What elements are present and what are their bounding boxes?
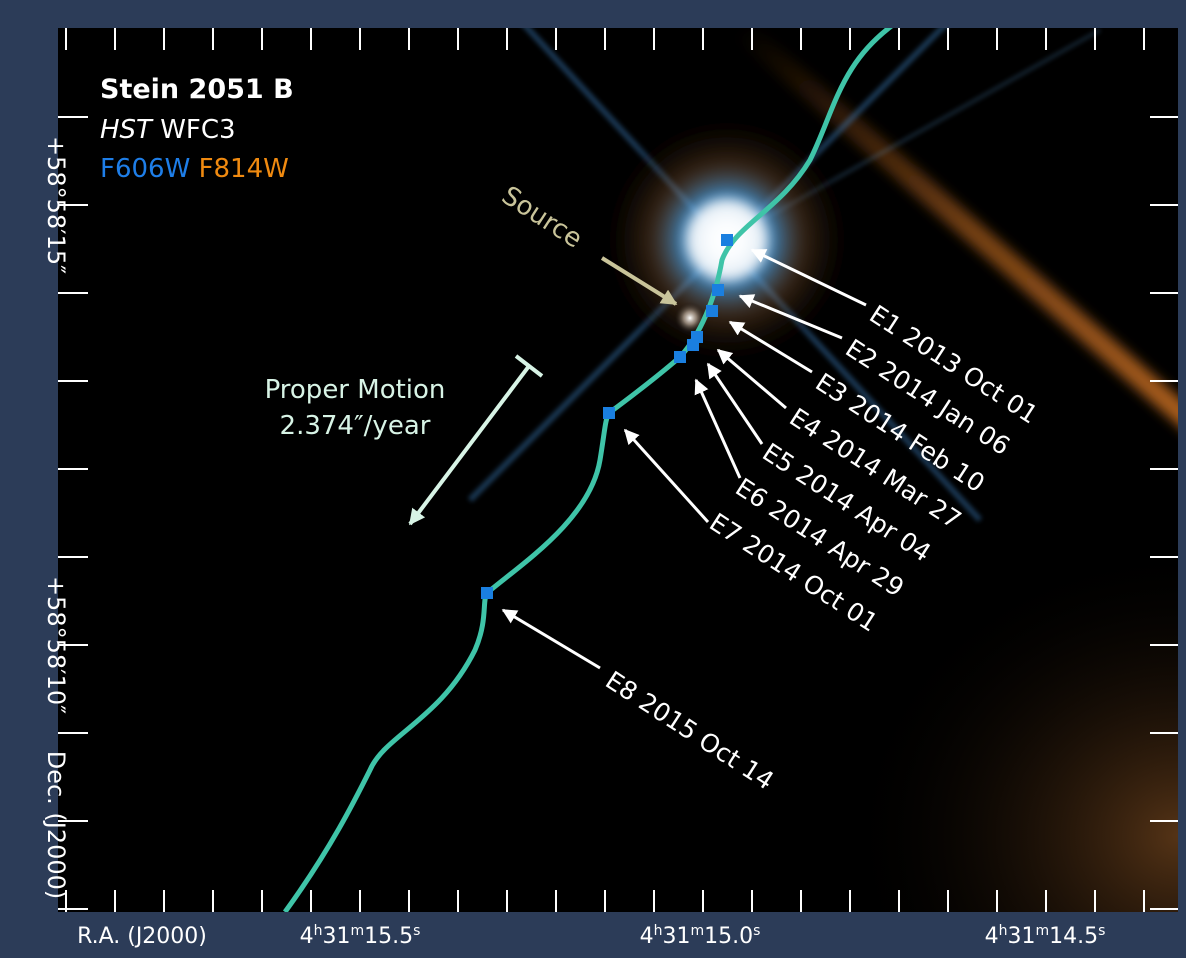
ra-axis-label: R.A. (J2000) [77, 924, 207, 949]
epoch-arrow [750, 248, 867, 307]
instrument: WFC3 [160, 115, 235, 145]
number: 31 [322, 924, 350, 949]
number: 4 [300, 924, 314, 949]
legend-title: Stein 2051 B [100, 74, 294, 105]
marker [603, 407, 615, 419]
unit: s [413, 923, 420, 939]
source-arrow [600, 256, 678, 306]
number: 31 [1007, 924, 1035, 949]
marker [674, 351, 686, 363]
number: 4 [640, 924, 654, 949]
legend-filters: F606W F814W [100, 154, 289, 184]
marker [721, 234, 733, 246]
unit: m [690, 923, 704, 939]
dec-tick-label: +58°58′10″ [42, 576, 70, 714]
legend-instrument: HST WFC3 [100, 115, 236, 145]
marker [706, 305, 718, 317]
ra-tick-labels: 4h31m15.5s 4h31m15.0s 4h31m14.5s [300, 923, 1106, 949]
proper-motion-arrow [408, 364, 531, 526]
proper-motion-label: Proper Motion [265, 375, 446, 405]
number: 4 [985, 924, 999, 949]
unit: h [999, 923, 1008, 939]
epoch-arrow [738, 294, 843, 340]
unit: s [753, 923, 760, 939]
unit: m [1035, 923, 1049, 939]
epoch-arrow [501, 608, 601, 670]
ra-tick-label: 4h31m15.5s [300, 923, 421, 949]
dec-axis-label: Dec. (J2000) [42, 751, 70, 900]
filter-blue: F606W [100, 154, 190, 184]
tick-marks [58, 28, 1178, 912]
telescope: HST [100, 115, 154, 145]
number: 31 [662, 924, 690, 949]
trajectory [282, 28, 894, 912]
epoch-arrow [716, 348, 787, 410]
unit: s [1098, 923, 1105, 939]
ra-tick-label: 4h31m14.5s [985, 923, 1106, 949]
number: 14.5 [1049, 924, 1098, 949]
epoch-arrow [694, 378, 742, 479]
proper-motion-bar [514, 354, 544, 378]
number: 15.0 [704, 924, 753, 949]
marker [712, 284, 724, 296]
epoch-arrow [706, 362, 764, 445]
epoch-arrow [728, 320, 813, 374]
epoch-markers [481, 234, 733, 599]
ra-tick-label: 4h31m15.0s [640, 923, 761, 949]
epoch-arrow [623, 428, 710, 524]
dec-tick-label: +58°58′15″ [42, 136, 70, 274]
proper-motion-rate: 2.374″/year [280, 411, 431, 441]
unit: h [654, 923, 663, 939]
marker [687, 339, 699, 351]
unit: h [314, 923, 323, 939]
marker [481, 587, 493, 599]
unit: m [350, 923, 364, 939]
filter-orange: F814W [199, 154, 289, 184]
number: 15.5 [364, 924, 413, 949]
